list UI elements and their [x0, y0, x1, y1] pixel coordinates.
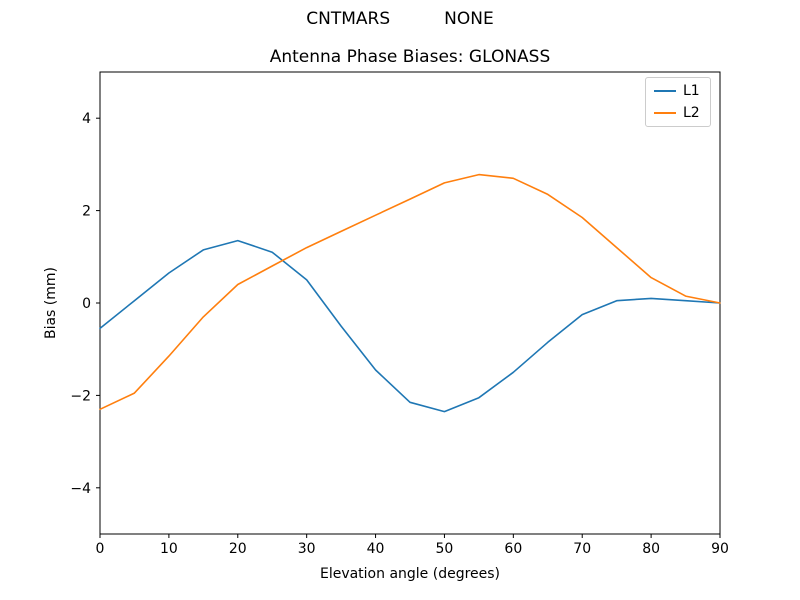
- x-tick-label: 90: [711, 541, 729, 557]
- x-tick-label: 30: [298, 541, 316, 557]
- x-tick-label: 60: [504, 541, 522, 557]
- legend-line-swatch: [654, 90, 676, 92]
- series-line-l2: [99, 173, 721, 411]
- legend-line-swatch: [654, 112, 676, 114]
- y-tick-label: 4: [82, 111, 91, 127]
- suptitle: CNTMARS NONE: [306, 9, 494, 29]
- y-axis-label: Bias (mm): [43, 267, 59, 339]
- x-tick-label: 50: [436, 541, 454, 557]
- x-tick-label: 0: [96, 541, 105, 557]
- legend-label: L2: [683, 105, 700, 121]
- y-tick-label: 0: [82, 296, 91, 312]
- x-tick-label: 80: [642, 541, 660, 557]
- x-axis-label: Elevation angle (degrees): [320, 566, 500, 582]
- legend-label: L1: [683, 83, 700, 99]
- chart-title: Antenna Phase Biases: GLONASS: [269, 47, 551, 67]
- series-line-l1: [99, 239, 721, 413]
- x-tick-label: 20: [229, 541, 247, 557]
- y-tick-label: 2: [82, 204, 91, 220]
- legend: L1 L2: [645, 77, 711, 127]
- legend-entry-l2: L2: [654, 105, 700, 121]
- y-tick-label: −2: [70, 388, 91, 404]
- x-tick-label: 40: [367, 541, 385, 557]
- y-tick-label: −4: [70, 481, 91, 497]
- x-tick-label: 70: [573, 541, 591, 557]
- x-tick-label: 10: [160, 541, 178, 557]
- legend-entry-l1: L1: [654, 83, 700, 99]
- axes-spines: [99, 71, 721, 535]
